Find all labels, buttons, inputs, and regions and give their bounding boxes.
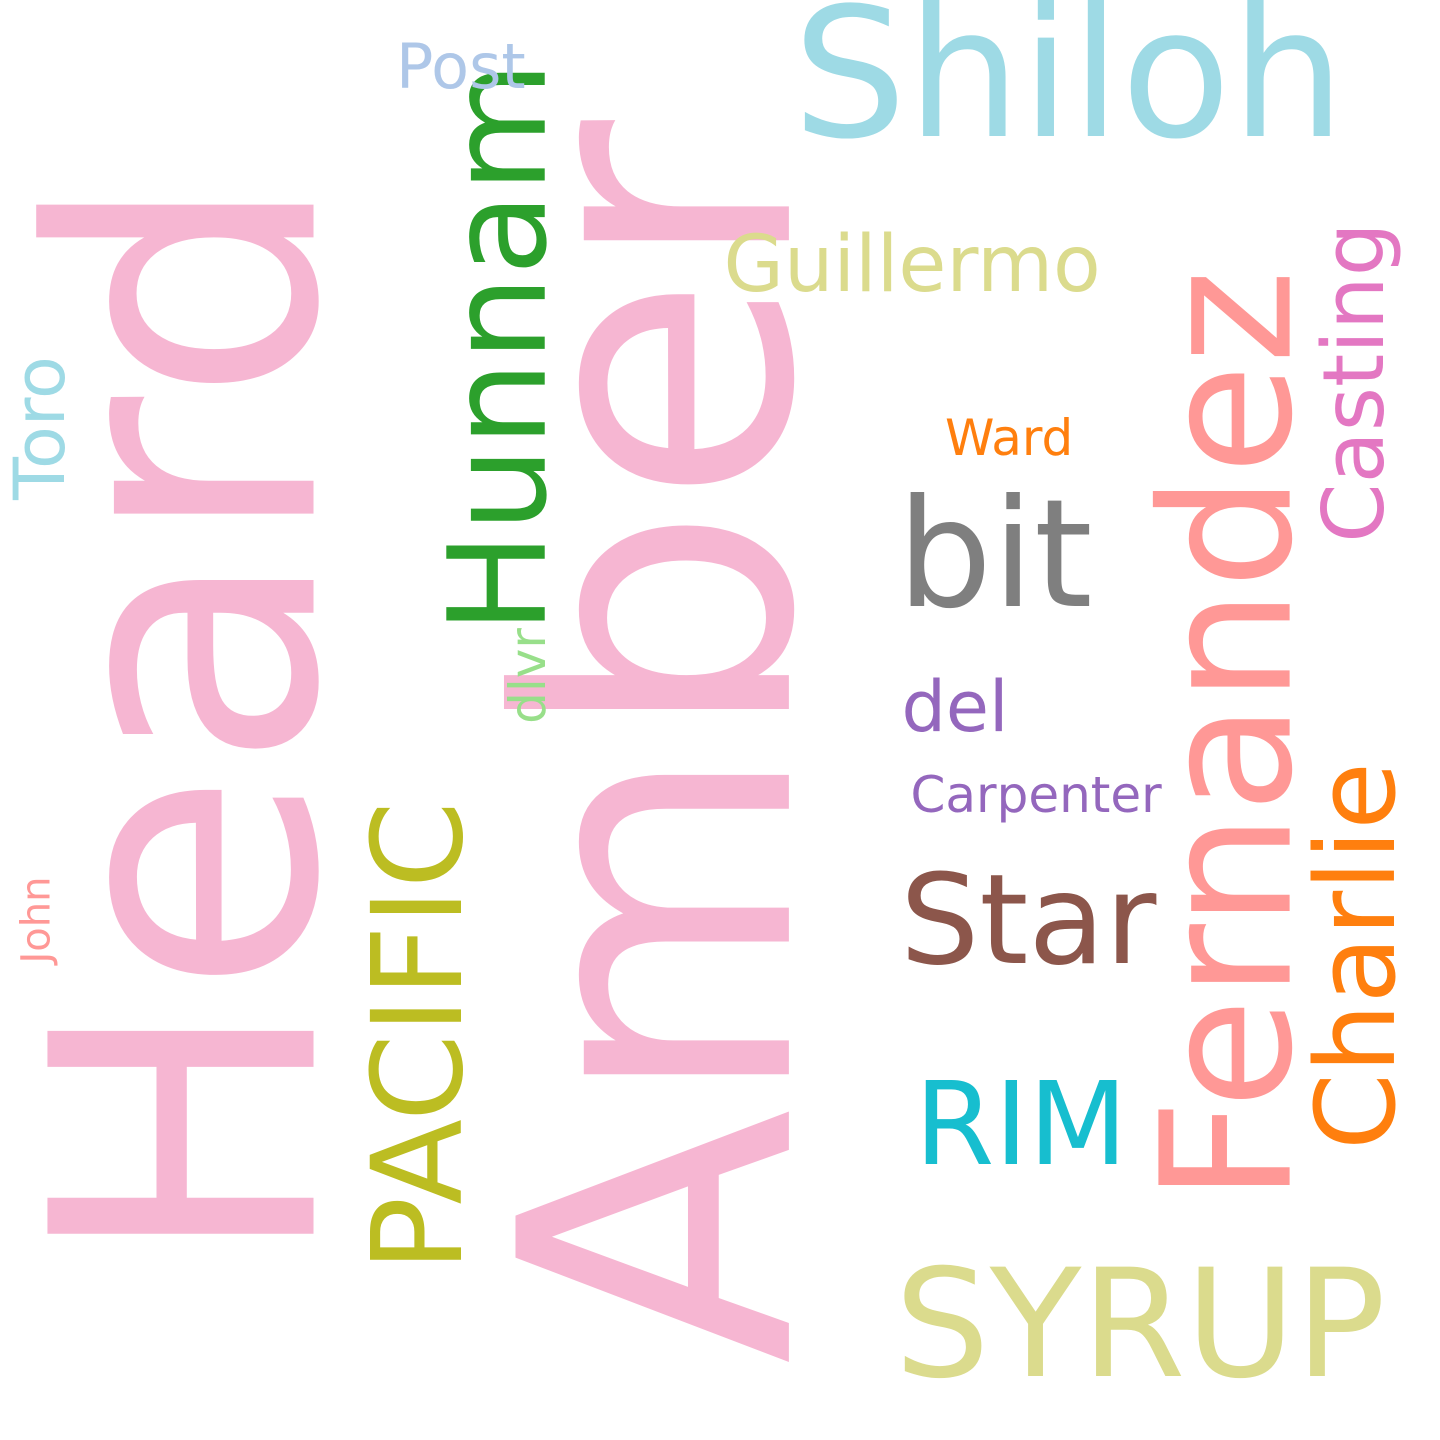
word-syrup: SYRUP	[894, 1238, 1386, 1412]
word-dlvr: dlvr	[498, 628, 557, 724]
word-bit: bit	[897, 468, 1093, 642]
word-star: Star	[900, 847, 1157, 993]
word-hunnam: Hunnam	[419, 60, 577, 634]
word-heard: Heard	[0, 170, 401, 1270]
word-post: Post	[396, 30, 526, 103]
word-charlie: Charlie	[1291, 762, 1420, 1150]
word-pacific: PACIFIC	[345, 800, 491, 1272]
word-carpenter: Carpenter	[910, 766, 1162, 824]
word-rim: RIM	[914, 1057, 1128, 1192]
word-ward: Ward	[945, 409, 1074, 467]
word-del: del	[901, 666, 1009, 748]
word-guillermo: Guillermo	[723, 220, 1101, 310]
word-shiloh: Shiloh	[792, 0, 1346, 179]
word-toro: Toro	[0, 356, 81, 500]
word-casting: Casting	[1304, 221, 1404, 543]
word-john: John	[12, 876, 59, 964]
